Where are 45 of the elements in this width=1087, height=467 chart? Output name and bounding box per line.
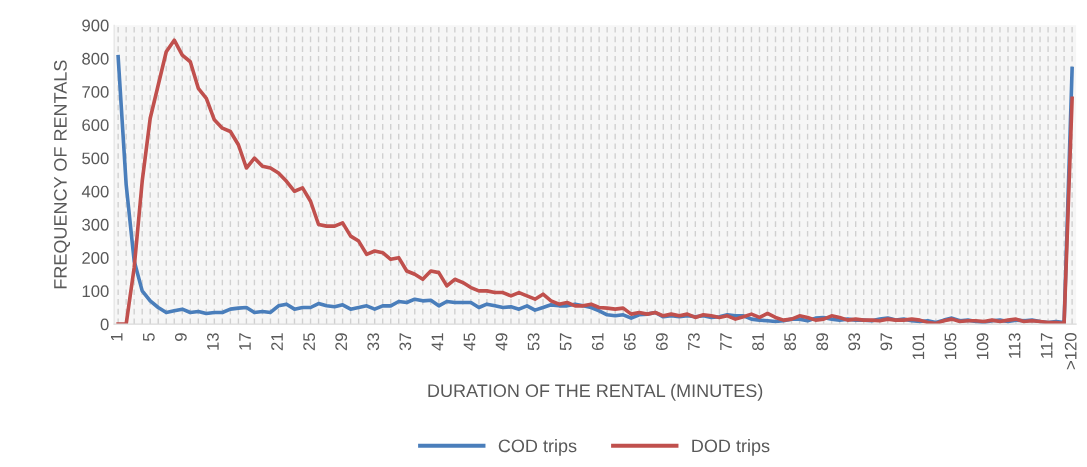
x-tick-label: 33 bbox=[367, 333, 380, 351]
x-tick-label: 5 bbox=[143, 333, 155, 342]
x-tick-label: 13 bbox=[207, 333, 219, 350]
y-tick-label: 800 bbox=[82, 52, 109, 65]
y-tick-label: 0 bbox=[100, 318, 109, 331]
x-tick-label: 73 bbox=[688, 333, 700, 351]
y-tick-label: 300 bbox=[82, 218, 109, 231]
x-tick-label: 25 bbox=[303, 333, 316, 351]
legend-label: COD trips bbox=[498, 438, 577, 456]
x-tick-label: 29 bbox=[335, 333, 348, 351]
x-tick-label: 109 bbox=[976, 333, 989, 359]
x-tick-label: 65 bbox=[623, 333, 636, 351]
y-axis-title: FREQUENCY OF RENTALS bbox=[54, 60, 71, 289]
x-tick-label: 93 bbox=[848, 333, 861, 351]
y-tick-label: 500 bbox=[82, 152, 109, 165]
x-tick-label: 61 bbox=[591, 333, 604, 351]
legend-label: DOD trips bbox=[692, 438, 770, 456]
x-tick-label: 85 bbox=[784, 333, 797, 351]
x-tick-label: 9 bbox=[174, 333, 187, 341]
x-tick-label: 49 bbox=[495, 333, 508, 351]
x-tick-label: 117 bbox=[1040, 333, 1053, 358]
x-tick-label: 97 bbox=[880, 333, 893, 351]
y-tick-label: 200 bbox=[82, 252, 109, 264]
y-tick-label: 900 bbox=[82, 19, 109, 32]
x-tick-label: 21 bbox=[271, 333, 283, 351]
y-tick-label: 100 bbox=[82, 285, 109, 298]
y-tick-label: 600 bbox=[82, 119, 109, 132]
x-tick-label: 17 bbox=[239, 333, 251, 350]
x-tick-label: 37 bbox=[399, 333, 412, 351]
x-tick-label: 101 bbox=[912, 333, 925, 359]
y-tick-label: 700 bbox=[82, 86, 109, 98]
x-tick-label: 113 bbox=[1008, 333, 1021, 358]
x-tick-label: 45 bbox=[463, 333, 476, 351]
x-tick-label: 1 bbox=[110, 333, 123, 341]
x-axis-title: DURATION OF THE RENTAL (MINUTES) bbox=[428, 383, 763, 401]
x-tick-label: 41 bbox=[431, 333, 444, 351]
x-tick-label: 57 bbox=[559, 333, 572, 351]
x-tick-label: 105 bbox=[944, 333, 957, 359]
x-tick-label: 77 bbox=[720, 333, 732, 351]
x-tick-label: 53 bbox=[527, 333, 540, 351]
y-tick-label: 400 bbox=[81, 185, 109, 198]
x-tick-label: 89 bbox=[816, 333, 829, 351]
x-tick-label: >120 bbox=[1064, 333, 1077, 370]
x-tick-label: 81 bbox=[752, 333, 764, 351]
x-tick-label: 69 bbox=[655, 333, 668, 351]
